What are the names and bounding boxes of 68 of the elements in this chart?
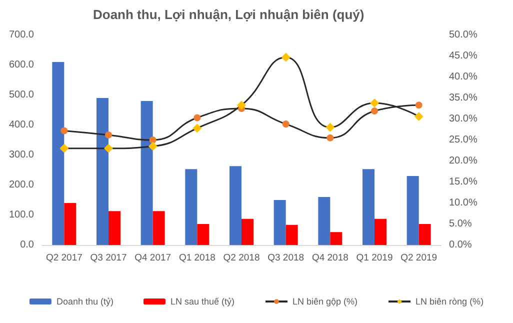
y-tick-label: 0.0 (20, 240, 34, 250)
point (105, 131, 112, 138)
bar (185, 169, 198, 245)
point (326, 122, 335, 132)
bar (64, 203, 76, 245)
y2-tick-label: 35.0% (449, 92, 478, 104)
x-tick-label: Q1 2019 (356, 252, 393, 264)
bar (197, 224, 210, 245)
legend-label: LN biên gộp (%) (292, 296, 358, 306)
x-tick-label: Q2 2017 (46, 252, 82, 264)
bar (318, 197, 330, 245)
point (281, 52, 290, 62)
y2-tick-label: 20.0% (449, 156, 478, 166)
legend-label: LN sau thuế (tỷ) (170, 296, 234, 306)
bar (330, 232, 342, 245)
y-tick-label: 700.0 (8, 30, 34, 40)
bar (230, 166, 242, 245)
y2-tick-label: 5.0% (449, 218, 472, 230)
bar (96, 98, 108, 245)
bar (274, 200, 286, 245)
x-tick-label: Q3 2018 (268, 252, 304, 264)
y-tick-label: 400.0 (8, 120, 34, 130)
point (326, 134, 334, 142)
y-tick-label: 200.0 (8, 180, 34, 190)
x-tick-label: Q3 2017 (90, 252, 127, 264)
y2-tick-label: 25.0% (449, 134, 478, 146)
legend-label: Doanh thu (tỷ) (56, 296, 114, 306)
chart-title: Doanh thu, Lợi nhuận, Lợi nhuận biên (quý) (93, 7, 364, 22)
x-tick-label: Q1 2018 (178, 252, 216, 264)
y2-tick-label: 10.0% (449, 198, 478, 208)
point (414, 112, 424, 121)
x-tick-label: Q2 2018 (223, 252, 260, 264)
point (104, 144, 113, 153)
bar (362, 169, 374, 245)
y-tick-label: 100.0 (8, 210, 34, 220)
bar (108, 211, 120, 245)
y2-tick-label: 0.0% (449, 240, 472, 250)
y-tick-label: 500.0 (8, 90, 34, 100)
point (194, 114, 201, 122)
y2-tick-label: 50.0% (449, 30, 478, 40)
y-tick-label: 600.0 (8, 60, 34, 70)
point (192, 124, 202, 133)
bar (286, 224, 298, 245)
bar (140, 101, 153, 245)
bar (52, 62, 64, 245)
x-tick-label: Q2 2019 (400, 252, 438, 264)
point (149, 136, 156, 144)
x-tick-label: Q4 2018 (312, 252, 348, 264)
y-tick-label: 300.0 (8, 150, 34, 160)
point (370, 98, 379, 108)
point (282, 120, 290, 128)
point (237, 100, 246, 110)
y2-tick-label: 45.0% (449, 50, 478, 62)
x-tick-label: Q4 2017 (134, 252, 172, 264)
bar (418, 224, 431, 245)
bar (152, 211, 165, 245)
bar (242, 218, 254, 245)
bar (406, 176, 419, 245)
y2-tick-label: 30.0% (449, 114, 478, 124)
point (148, 142, 158, 151)
point (415, 102, 422, 109)
bar (374, 218, 386, 245)
y2-tick-label: 15.0% (449, 176, 478, 188)
y2-tick-label: 40.0% (449, 72, 478, 82)
point (60, 144, 69, 153)
point (60, 127, 68, 134)
point (371, 108, 378, 115)
legend-label: LN biên ròng (%) (416, 296, 484, 306)
